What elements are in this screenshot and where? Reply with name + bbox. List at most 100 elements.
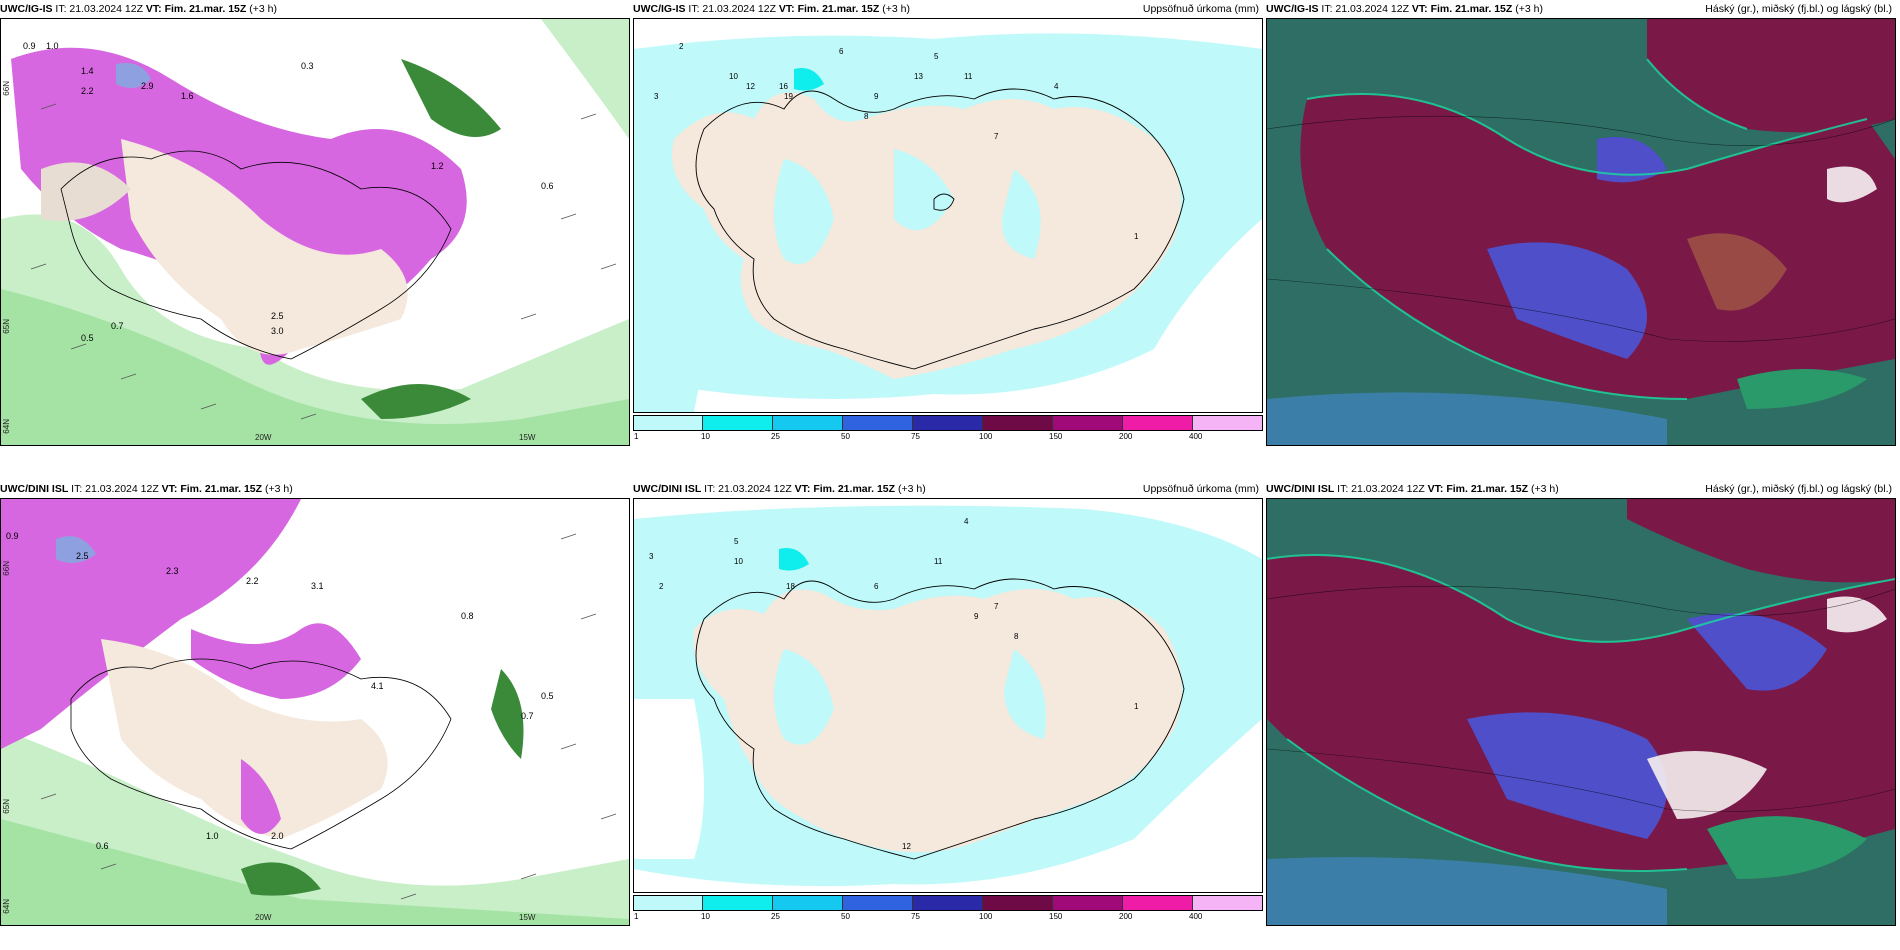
init-time: IT: 21.03.2024 12Z (1321, 3, 1409, 15)
field-title: Uppsöfnuð úrkoma (mm) (1142, 3, 1259, 15)
lead-time: (+3 h) (1530, 483, 1559, 495)
valid-label: VT: (1427, 483, 1444, 495)
precip-value: 11 (964, 72, 973, 81)
panel-dini-clouds: UWC/DINI ISL IT: 21.03.2024 12Z VT: Fim.… (1266, 480, 1896, 930)
precip-colorbar: 1 10 25 50 75 100 150 200 400 (633, 415, 1263, 441)
valid-label: VT: (778, 3, 795, 15)
wind-value: 0.5 (541, 691, 554, 701)
wind-value: 0.3 (301, 61, 314, 71)
cloud-map-graphic (1267, 499, 1895, 925)
precip-value: 3 (649, 552, 654, 561)
cloud-map (1266, 498, 1896, 926)
init-time: IT: 21.03.2024 12Z (55, 3, 143, 15)
lead-time: (+3 h) (264, 483, 293, 495)
valid-time: Fim. 21.mar. 15Z (1446, 483, 1529, 495)
lead-time: (+3 h) (897, 483, 926, 495)
precip-map-graphic: 3 2 5 10 11 6 4 7 8 9 1 12 18 (634, 499, 1262, 892)
valid-label: VT: (1411, 3, 1428, 15)
wind-value: 2.2 (81, 86, 94, 96)
cloud-map (1266, 18, 1896, 446)
precip-value: 8 (864, 112, 869, 121)
precip-value: 8 (1014, 632, 1019, 641)
colorbar-segment (703, 415, 773, 431)
latitude-label: 64N (2, 899, 11, 914)
valid-label: VT: (145, 3, 162, 15)
precip-value: 4 (964, 517, 969, 526)
panel-ig-wind: UWC/IG-IS IT: 21.03.2024 12Z VT: Fim. 21… (0, 0, 630, 450)
longitude-label: 20W (255, 913, 272, 922)
wind-value: 2.2 (246, 576, 259, 586)
model-name: UWC/IG-IS (633, 3, 686, 15)
colorbar-frame (633, 415, 1263, 431)
wind-value: 0.8 (461, 611, 474, 621)
valid-time: Fim. 21.mar. 15Z (1430, 3, 1513, 15)
colorbar-frame (633, 895, 1263, 911)
colorbar-segment (843, 415, 913, 431)
colorbar-tick: 400 (1189, 432, 1203, 441)
wind-value: 0.9 (23, 41, 36, 51)
colorbar-segment (983, 415, 1053, 431)
colorbar-segment (1053, 415, 1123, 431)
precip-value: 4 (1054, 82, 1059, 91)
wind-value: 1.0 (206, 831, 219, 841)
colorbar-tick: 100 (979, 432, 993, 441)
longitude-label: 15W (519, 913, 536, 922)
precip-value: 7 (994, 602, 999, 611)
valid-time: Fim. 21.mar. 15Z (813, 483, 896, 495)
wind-value: 0.7 (521, 711, 534, 721)
precip-value: 3 (654, 92, 659, 101)
panel-header: UWC/IG-IS IT: 21.03.2024 12Z VT: Fim. 21… (0, 0, 630, 18)
longitude-label: 20W (255, 433, 272, 442)
wind-value: 3.1 (311, 581, 324, 591)
precip-map: 2 6 3 12 10 13 11 5 4 7 8 9 1 19 16 (633, 18, 1263, 413)
wind-map-graphic: 0.9 2.5 2.3 2.2 0.8 0.7 0.5 1.0 0.6 2.0 … (1, 499, 629, 925)
wind-value: 2.3 (166, 566, 179, 576)
colorbar-tick: 25 (771, 912, 780, 921)
precip-value: 1 (1134, 232, 1139, 241)
colorbar-segment (1053, 895, 1123, 911)
precip-value: 19 (784, 92, 793, 101)
colorbar-tick: 50 (841, 432, 850, 441)
wind-value: 0.5 (81, 333, 94, 343)
latitude-label: 65N (2, 799, 11, 814)
panel-header: UWC/IG-IS IT: 21.03.2024 12Z VT: Fim. 21… (633, 0, 1263, 18)
wind-value: 0.6 (541, 181, 554, 191)
panel-header: UWC/DINI ISL IT: 21.03.2024 12Z VT: Fim.… (1266, 480, 1896, 498)
wind-value: 1.0 (46, 41, 59, 51)
init-time: IT: 21.03.2024 12Z (704, 483, 792, 495)
precip-value: 9 (974, 612, 979, 621)
colorbar-segment (633, 895, 703, 911)
precip-value: 10 (734, 557, 743, 566)
lead-time: (+3 h) (882, 3, 910, 15)
field-title: Uppsöfnuð úrkoma (mm) (1142, 483, 1259, 495)
precip-value: 5 (734, 537, 739, 546)
precip-map-graphic: 2 6 3 12 10 13 11 5 4 7 8 9 1 19 16 (634, 19, 1262, 412)
colorbar-tick: 100 (979, 912, 993, 921)
colorbar-segment (843, 895, 913, 911)
colorbar-segment (1123, 895, 1193, 911)
latitude-label: 66N (2, 81, 11, 96)
wind-value: 1.2 (431, 161, 444, 171)
model-name: UWC/DINI ISL (1266, 483, 1335, 495)
colorbar-segment (773, 895, 843, 911)
wind-value: 4.1 (371, 681, 384, 691)
precip-value: 11 (934, 557, 943, 566)
lead-time: (+3 h) (249, 3, 277, 15)
precip-value: 2 (679, 42, 684, 51)
wind-value: 2.5 (271, 311, 284, 321)
colorbar-tick: 1 (634, 912, 639, 921)
valid-label: VT: (161, 483, 178, 495)
init-time: IT: 21.03.2024 12Z (71, 483, 159, 495)
precip-value: 13 (914, 72, 923, 81)
wind-value: 0.7 (111, 321, 124, 331)
precip-value: 9 (874, 92, 879, 101)
panel-dini-wind: UWC/DINI ISL IT: 21.03.2024 12Z VT: Fim.… (0, 480, 630, 930)
model-name: UWC/DINI ISL (0, 483, 69, 495)
init-time: IT: 21.03.2024 12Z (1337, 483, 1425, 495)
colorbar-segment (773, 415, 843, 431)
precip-value: 18 (786, 582, 795, 591)
wind-value: 1.4 (81, 66, 94, 76)
colorbar-tick: 10 (701, 912, 710, 921)
panel-header: UWC/DINI ISL IT: 21.03.2024 12Z VT: Fim.… (0, 480, 630, 498)
init-time: IT: 21.03.2024 12Z (688, 3, 776, 15)
